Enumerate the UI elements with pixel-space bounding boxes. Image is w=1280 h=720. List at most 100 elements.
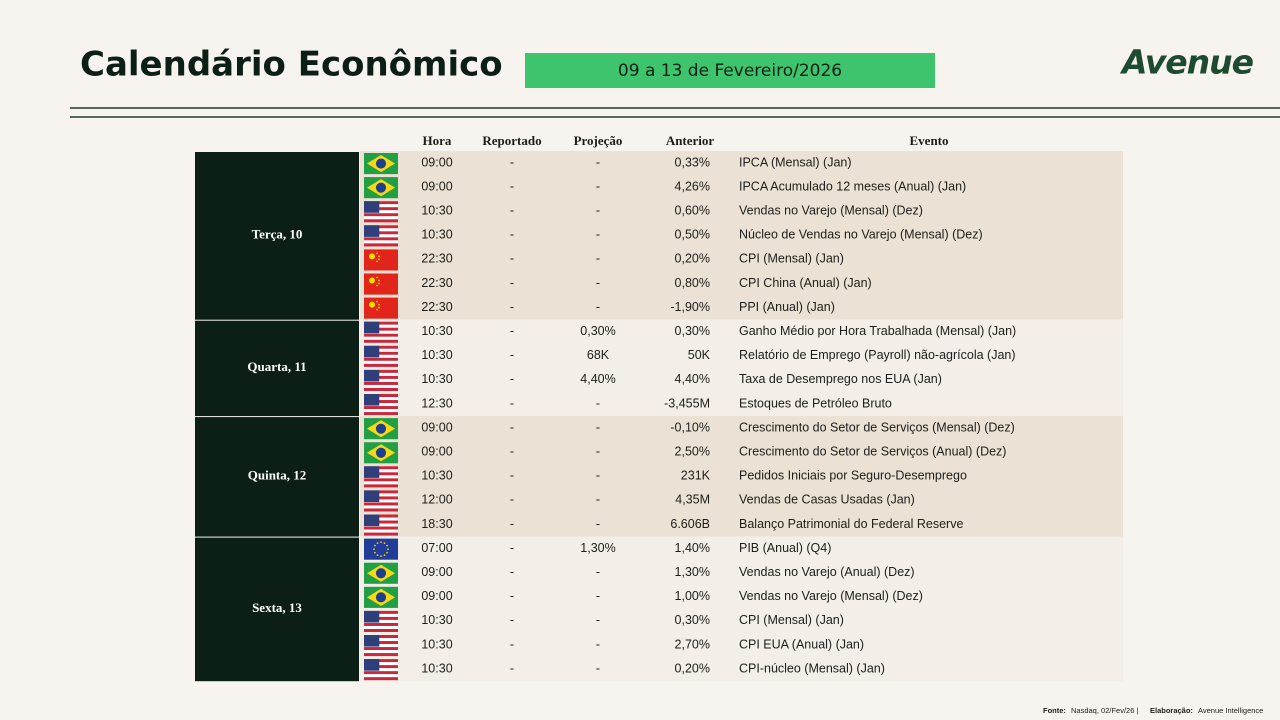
flag-part (364, 493, 398, 497)
table-cell: 22:30 (421, 300, 452, 314)
flag-part (364, 622, 398, 626)
table-cell: 0,30% (675, 324, 710, 338)
table-cell: 10:30 (421, 204, 452, 218)
table-cell: 0,30% (580, 324, 615, 338)
flag-part (364, 490, 380, 503)
flag-part (364, 659, 398, 663)
flag-part (376, 260, 378, 263)
flag-part (364, 333, 398, 337)
flag-part (364, 228, 398, 232)
table-cell: 10:30 (421, 228, 452, 242)
table-cell: - (596, 179, 600, 193)
table-cell: -0,10% (670, 420, 710, 434)
flag-part (364, 619, 398, 623)
table-cell: 09:00 (421, 565, 452, 579)
flag-part (364, 508, 398, 512)
table-cell: 10:30 (421, 637, 452, 651)
table-cell: -1,90% (670, 300, 710, 314)
table-cell: Taxa de Desemprego nos EUA (Jan) (739, 372, 942, 386)
flag-us (364, 201, 398, 223)
flag-part (376, 554, 379, 557)
table-cell: - (596, 300, 600, 314)
table-cell: - (510, 372, 514, 386)
table-cell: - (510, 541, 514, 555)
flag-br (364, 177, 398, 199)
table-cell: CPI China (Anual) (Jan) (739, 276, 872, 290)
flag-part (364, 213, 398, 217)
flag-part (378, 255, 380, 258)
table-cell: 10:30 (421, 348, 452, 362)
flag-part (364, 538, 398, 560)
footer-label: Elaboração: (1150, 706, 1193, 715)
flag-part (376, 252, 378, 255)
flag-part (386, 544, 388, 547)
day-cell (195, 537, 359, 682)
table-cell: 0,30% (675, 613, 710, 627)
table-cell: 1,30% (675, 565, 710, 579)
flag-us (364, 345, 398, 367)
flag-part (364, 321, 398, 325)
table-cell: - (510, 661, 514, 675)
table-cell: 50K (688, 348, 711, 362)
flag-part (376, 276, 378, 279)
date-box (525, 53, 935, 88)
table-cell: Estoques de Petróleo Bruto (739, 396, 892, 410)
flag-part (364, 240, 398, 244)
flag-part (364, 336, 398, 340)
flag-part (364, 490, 398, 494)
table-cell: 10:30 (421, 613, 452, 627)
table-cell: - (510, 324, 514, 338)
table-cell: - (596, 420, 600, 434)
flag-us (364, 321, 398, 343)
flag-part (364, 400, 398, 404)
table-cell: - (510, 252, 514, 266)
day-band (360, 319, 1123, 417)
flag-part (375, 568, 387, 579)
table-cell: 0,20% (675, 661, 710, 675)
flag-us (364, 466, 398, 488)
flag-part (373, 548, 375, 551)
flag-part (364, 357, 398, 361)
table-cell: - (510, 589, 514, 603)
flag-part (376, 542, 379, 544)
flag-part (378, 303, 380, 306)
flag-part (364, 273, 398, 295)
table-cell: 6.606B (670, 517, 710, 531)
table-cell: CPI EUA (Anual) (Jan) (739, 637, 864, 651)
flag-part (364, 641, 398, 645)
table-cell: CPI (Mensal) (Jan) (739, 613, 844, 627)
table-cell: 22:30 (421, 276, 452, 290)
table-cell: - (510, 613, 514, 627)
flag-part (364, 520, 398, 524)
flag-part (364, 360, 398, 364)
flag-part (369, 277, 375, 284)
table-cell: 4,35M (675, 493, 710, 507)
flag-part (364, 351, 398, 355)
flag-cn (364, 297, 398, 319)
flag-part (364, 201, 380, 213)
flag-part (364, 363, 398, 367)
table-cell: - (510, 517, 514, 531)
table-cell: Crescimento do Setor de Serviços (Mensal… (739, 420, 1015, 434)
table-cell: 1,40% (675, 541, 710, 555)
table-cell: 0,20% (675, 252, 710, 266)
table-cell: 22:30 (421, 252, 452, 266)
flag-part (364, 610, 380, 623)
table-cell: Vendas no Varejo (Mensal) (Dez) (739, 589, 923, 603)
table-cell: - (596, 565, 600, 579)
table-cell: 09:00 (421, 420, 452, 434)
table-cell: - (596, 589, 600, 603)
flag-part (364, 662, 398, 666)
footer-label: Fonte: (1043, 706, 1066, 715)
flag-eu (364, 538, 398, 560)
table-cell: - (596, 276, 600, 290)
table-cell: CPI (Mensal) (Jan) (739, 252, 844, 266)
flag-part (364, 345, 380, 358)
flag-part (364, 406, 398, 410)
flag-part (364, 478, 398, 482)
flag-br (364, 153, 398, 175)
table-cell: 10:30 (421, 469, 452, 483)
flag-part (364, 616, 398, 620)
flag-part (369, 301, 375, 308)
flag-cn (364, 249, 398, 271)
